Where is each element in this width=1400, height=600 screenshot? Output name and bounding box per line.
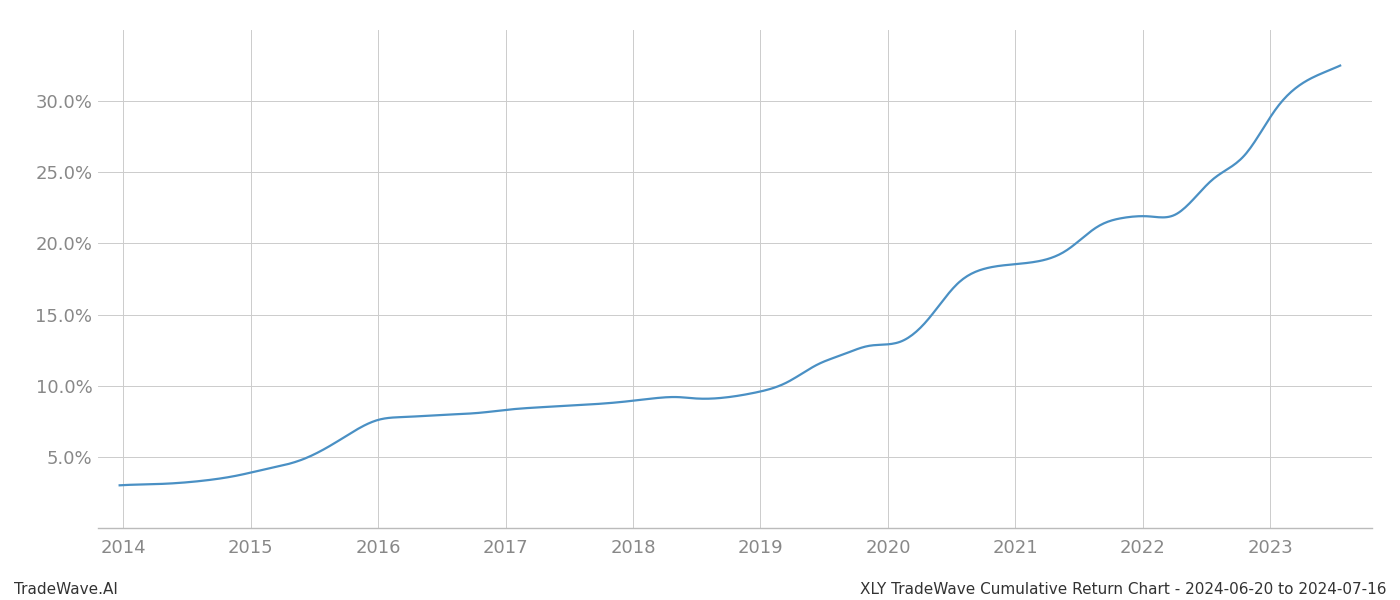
Text: TradeWave.AI: TradeWave.AI <box>14 582 118 597</box>
Text: XLY TradeWave Cumulative Return Chart - 2024-06-20 to 2024-07-16: XLY TradeWave Cumulative Return Chart - … <box>860 582 1386 597</box>
